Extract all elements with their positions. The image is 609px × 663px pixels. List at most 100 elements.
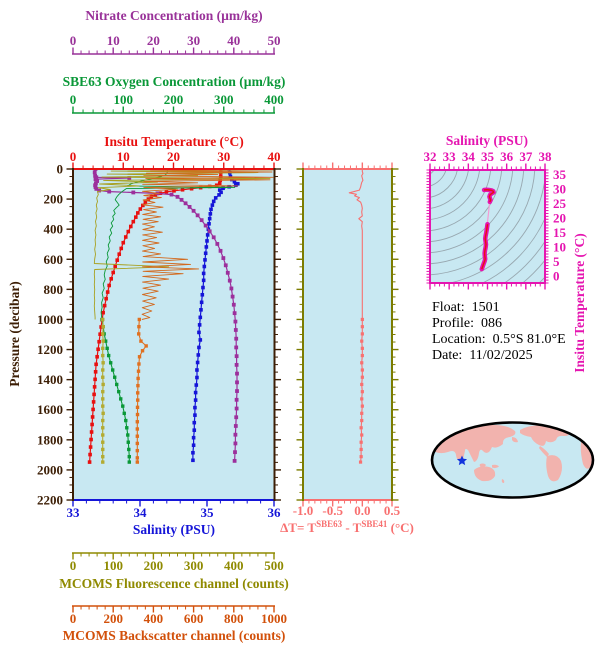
tick-label: 1000 [261, 611, 287, 626]
tick-label: 1200 [37, 342, 63, 357]
tick-label: 20 [553, 210, 566, 225]
tick-label: 36 [268, 505, 282, 520]
tick-label: 38 [539, 149, 553, 164]
map-location-star-icon [456, 455, 468, 466]
tick-label: -0.5 [322, 503, 343, 518]
tick-label: 15 [553, 225, 567, 240]
tick-label: 10 [553, 239, 566, 254]
info-block: Float: 1501 Profile: 086 Location: 0.5°S 81… [432, 300, 566, 364]
info-row-location: Location: 0.5°S 81.0°E [432, 332, 566, 348]
delta-t-panel: -1.0 -0.5 0.0 0.5 ΔT= TSBE63 - TSBE41 (°C) [280, 162, 414, 535]
temperature-axis: Insitu Temperature (°C) 0 10 20 30 40 [70, 134, 281, 170]
info-row-profile: Profile: 086 [432, 316, 566, 332]
tick-label: 1000 [37, 312, 63, 327]
tick-label: 200 [144, 558, 164, 573]
tick-label: 20 [147, 33, 160, 48]
nitrate-axis: Nitrate Concentration (µm/kg) 0 10 20 30 40 5… [70, 8, 281, 55]
pressure-axis-title: Pressure (decibar) [7, 281, 22, 387]
info-row-float: Float: 1501 [432, 300, 566, 316]
profile-value: 086 [481, 316, 502, 331]
tick-label: 300 [214, 92, 234, 107]
tick-label: 50 [268, 33, 281, 48]
backscatter-profile-deep [136, 319, 147, 463]
tick-label: 32 [424, 149, 437, 164]
date-label: Date: [432, 348, 463, 363]
pressure-axis: Pressure (decibar) 0 200 400 600 800 1000 1200… [7, 162, 74, 508]
tick-label: 0 [57, 162, 64, 177]
backscatter-axis: MCOMS Backscatter channel (counts) 0 200 4… [63, 605, 287, 643]
tick-label: 37 [519, 149, 533, 164]
world-map [430, 421, 595, 499]
tick-label: 0 [70, 611, 77, 626]
tick-label: 100 [103, 558, 123, 573]
delta-t-axis-title: ΔT= TSBE63 - TSBE41 (°C) [280, 519, 414, 535]
map-outline [430, 421, 595, 499]
tick-label: 800 [224, 611, 244, 626]
tick-label: 34 [462, 149, 476, 164]
delta-t-background [303, 169, 392, 500]
tick-label: 2200 [37, 493, 63, 508]
right-pressure-axis [273, 168, 281, 501]
tick-label: 400 [144, 611, 164, 626]
ts-temperature-title: Insitu Temperature (°C) [572, 233, 587, 372]
salinity-axis-title: Salinity (PSU) [133, 522, 215, 537]
tick-label: 30 [553, 181, 566, 196]
tick-label: 0.0 [354, 503, 370, 518]
tick-label: 400 [264, 92, 284, 107]
fluorescence-axis: MCOMS Fluorescence channel (counts) 0 100… [59, 552, 289, 591]
tick-label: 1400 [37, 372, 63, 387]
delta-t-title-mid: - T [342, 520, 362, 535]
tick-label: 1600 [37, 402, 63, 417]
float-value: 1501 [471, 300, 500, 315]
profile-label: Profile: [432, 316, 474, 331]
location-value: 0.5°S 81.0°E [492, 332, 566, 347]
tick-label: 30 [187, 33, 200, 48]
ts-mid [486, 203, 490, 223]
tick-label: 100 [114, 92, 134, 107]
tick-label: 400 [44, 222, 64, 237]
tick-label: 33 [443, 149, 457, 164]
tick-label: 500 [264, 558, 284, 573]
tick-label: 36 [500, 149, 514, 164]
tick-label: 30 [217, 149, 230, 164]
oxygen-profile-shallow [100, 168, 236, 320]
tick-label: 600 [184, 611, 204, 626]
fluorescence-profile-shallow [93, 168, 273, 320]
tick-label: 0 [70, 33, 77, 48]
backscatter-axis-title: MCOMS Backscatter channel (counts) [63, 628, 286, 643]
tick-label: 10 [117, 149, 130, 164]
tick-label: 10 [107, 33, 120, 48]
tick-label: 25 [553, 196, 567, 211]
profile-curves [87, 168, 275, 464]
delta-t-curves [348, 169, 364, 464]
oxygen-axis: SBE63 Oxygen Concentration (µm/kg) 0 100 2… [63, 74, 286, 114]
tick-label: 0 [70, 149, 77, 164]
delta-t-title-suffix: (°C) [387, 520, 414, 535]
tick-label: 35 [553, 167, 567, 182]
oxygen-axis-title: SBE63 Oxygen Concentration (µm/kg) [63, 74, 286, 89]
delta-t-shallow [348, 169, 364, 320]
tick-label: 5 [553, 254, 560, 269]
tick-label: 0 [70, 92, 77, 107]
tick-label: 0 [553, 268, 560, 283]
tick-label: 40 [227, 33, 240, 48]
location-label: Location: [432, 332, 486, 347]
nitrate-axis-title: Nitrate Concentration (µm/kg) [85, 8, 262, 23]
main-profile-panel: Insitu Temperature (°C) 0 10 20 30 40 Salini… [7, 134, 281, 537]
float-label: Float: [432, 300, 465, 315]
tick-label: 300 [184, 558, 204, 573]
salinity-axis: Salinity (PSU) 33 34 35 36 [67, 499, 282, 537]
tick-label: 0.5 [384, 503, 401, 518]
temperature-axis-title: Insitu Temperature (°C) [104, 134, 243, 149]
tick-label: 20 [167, 149, 180, 164]
delta-t-title-prefix: ΔT= T [280, 520, 316, 535]
delta-t-title-sup1: SBE63 [316, 519, 343, 529]
ts-title: Salinity (PSU) [446, 133, 528, 148]
plot-background [73, 169, 274, 500]
tick-label: 40 [268, 149, 281, 164]
delta-t-ticks: -1.0 -0.5 0.0 0.5 [293, 162, 401, 518]
